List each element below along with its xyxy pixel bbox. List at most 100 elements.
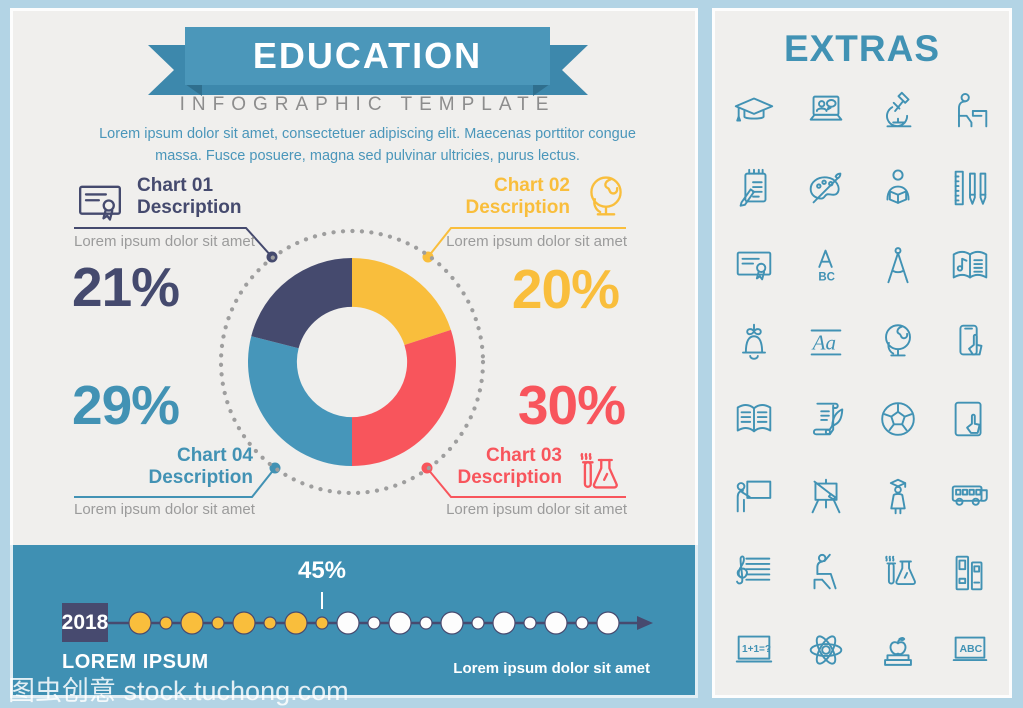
chart4-connector [74, 467, 276, 498]
dotted-ring [218, 228, 486, 496]
chart3-value: 30% [517, 374, 626, 436]
math-board-icon: 1+1=? [718, 611, 790, 688]
donut-segment-29 [248, 336, 352, 466]
abc-board-icon: ABC [934, 611, 1006, 688]
chemistry-icon [862, 534, 934, 611]
donut-chart [218, 228, 486, 496]
chart1-value: 21% [72, 256, 180, 318]
chart2-title: Chart 02 Description [465, 175, 570, 219]
compass-icon [862, 226, 934, 303]
graduate-icon [862, 457, 934, 534]
chart1-title: Chart 01 Description [137, 175, 242, 219]
easel-icon [790, 457, 862, 534]
timeline-dot-14 [471, 616, 485, 630]
svg-text:BC: BC [818, 271, 835, 283]
extras-title: EXTRAS [783, 28, 941, 69]
graduation-cap-icon [718, 72, 790, 149]
paint-palette-icon [790, 149, 862, 226]
alphabet-icon: BC [790, 226, 862, 303]
extras-panel: EXTRAS BC Aa 1+1=? ABC [712, 8, 1012, 698]
timeline-dot-1 [128, 611, 152, 635]
chart4-caption: Lorem ipsum dolor sit amet [74, 501, 255, 518]
atom-icon [790, 611, 862, 688]
apple-books-icon [862, 611, 934, 688]
online-class-icon [790, 72, 862, 149]
connector-lines [74, 227, 626, 498]
svg-text:Aa: Aa [811, 330, 836, 354]
timeline-dot-11 [388, 611, 412, 635]
student-desk-icon [934, 72, 1006, 149]
open-book-icon [718, 380, 790, 457]
certificate-icon [718, 226, 790, 303]
book-binders-icon [934, 534, 1006, 611]
donut-segment-21 [251, 258, 352, 349]
timeline-dot-9 [336, 611, 360, 635]
intro-line-1: Lorem ipsum dolor sit amet, consectetuer… [99, 126, 636, 142]
school-bell-icon [718, 303, 790, 380]
timeline-dot-6 [263, 616, 277, 630]
timeline-dot-10 [367, 616, 381, 630]
chart4-value: 29% [72, 374, 180, 436]
timeline-axis [108, 592, 653, 635]
chart2-caption: Lorem ipsum dolor sit amet [446, 233, 627, 250]
timeline-dot-3 [180, 611, 204, 635]
timeline-dot-12 [419, 616, 433, 630]
banner-title: EDUCATION [185, 27, 550, 85]
raising-hand-icon [790, 534, 862, 611]
timeline-dot-7 [284, 611, 308, 635]
reading-person-icon [862, 149, 934, 226]
timeline-dot-4 [211, 616, 225, 630]
globe-icon [578, 170, 634, 231]
phone-touch-icon [934, 303, 1006, 380]
timeline-dot-8 [315, 616, 329, 630]
svg-text:1+1=?: 1+1=? [742, 643, 771, 654]
chart3-title: Chart 03 Description [457, 445, 562, 489]
svg-text:ABC: ABC [959, 642, 982, 654]
timeline-arrowhead [637, 616, 653, 630]
chemistry-flasks-icon [568, 446, 624, 507]
notepad-icon [718, 149, 790, 226]
banner-title-text: EDUCATION [252, 35, 483, 76]
certificate-icon [72, 174, 128, 235]
ruler-pens-icon [934, 149, 1006, 226]
tablet-touch-icon [934, 380, 1006, 457]
timeline-dot-16 [523, 616, 537, 630]
timeline-dot-13 [440, 611, 464, 635]
chart1-caption: Lorem ipsum dolor sit amet [74, 233, 255, 250]
globe-icon [862, 303, 934, 380]
chart2-value: 20% [511, 258, 620, 320]
timeline-year-badge: 2018 [62, 603, 108, 642]
extras-icon-grid: BC Aa 1+1=? ABC [718, 72, 1006, 688]
chart3-caption: Lorem ipsum dolor sit amet [446, 501, 627, 518]
chart1-connector [74, 227, 273, 258]
timeline-left-label: LOREM IPSUM [62, 651, 209, 673]
timeline-dot-17 [544, 611, 568, 635]
intro-line-2: massa. Fusce posuere, magna sed pulvinar… [155, 147, 580, 164]
teacher-board-icon [718, 457, 790, 534]
timeline-dot-19 [596, 611, 620, 635]
stock-watermark: 图虫创意 stock.tuchong.com [8, 676, 349, 706]
intro-paragraph: Lorem ipsum dolor sit amet, consectetuer… [37, 124, 698, 168]
donut-segment-20 [352, 258, 451, 345]
chart4-title: Chart 04 Description [148, 445, 253, 489]
timeline-band: 2018 45% LOREM IPSUM Lorem ipsum dolor s… [10, 545, 698, 698]
school-bus-icon [934, 457, 1006, 534]
chart2-connector [427, 227, 626, 258]
timeline-marker-label: 45% [297, 557, 347, 584]
donut-segment-30 [352, 329, 456, 466]
microscope-icon [862, 72, 934, 149]
soccer-ball-icon [862, 380, 934, 457]
education-infographic-panel: EDUCATION INFOGRAPHIC TEMPLATE Lorem ips… [10, 8, 698, 698]
chart3-connector [426, 467, 626, 498]
banner-subtitle: INFOGRAPHIC TEMPLATE [179, 94, 556, 115]
timeline-dot-15 [492, 611, 516, 635]
music-clef-icon [718, 534, 790, 611]
timeline-dot-2 [159, 616, 173, 630]
scroll-quill-icon [790, 380, 862, 457]
timeline-dot-5 [232, 611, 256, 635]
timeline-right-label: Lorem ipsum dolor sit amet [453, 660, 650, 677]
music-book-icon [934, 226, 1006, 303]
timeline-dot-18 [575, 616, 589, 630]
handwriting-icon: Aa [790, 303, 862, 380]
